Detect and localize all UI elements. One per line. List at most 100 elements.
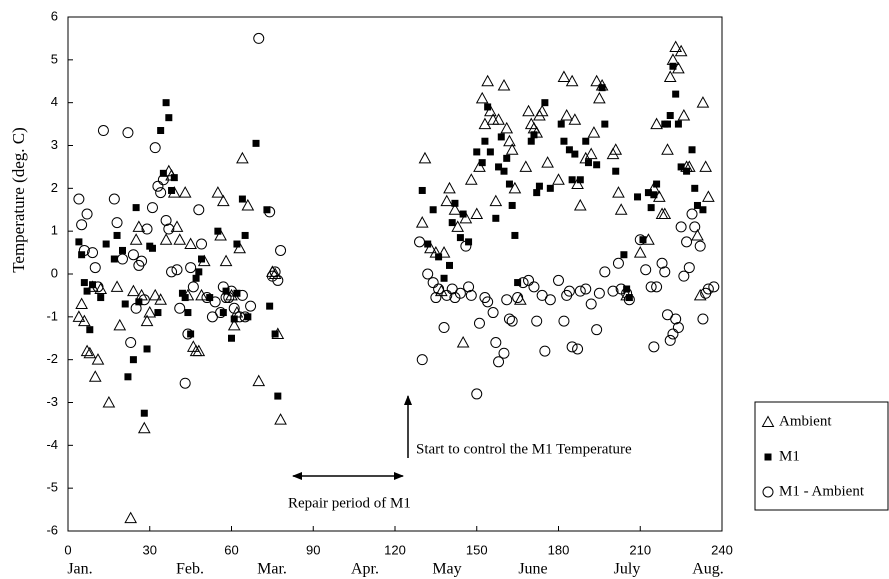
square-marker [598,84,606,92]
circle-marker [553,274,564,286]
triangle-marker [696,96,710,108]
square-marker [584,159,592,167]
y-tick-label: -2 [46,351,58,366]
circle-marker [563,285,575,297]
circle-marker [645,281,657,293]
square-marker [238,195,246,203]
square-marker [266,302,274,310]
circle-marker [675,221,687,233]
triangle-marker [75,297,88,309]
circle-marker [441,289,453,301]
triangle-marker [568,113,582,125]
triangle-marker [129,233,143,245]
square-marker [424,240,432,248]
square-marker [219,309,227,317]
circle-marker [471,388,483,400]
circle-marker [651,281,663,293]
square-marker [440,274,448,282]
square-marker [121,300,129,308]
triangle-marker [437,246,451,258]
circle-marker [574,285,586,297]
square-marker [418,186,426,194]
circle-marker [580,283,592,295]
triangle-marker [192,344,206,357]
triangle-marker [633,246,647,258]
triangle-marker [195,288,208,301]
circle-marker [667,328,679,340]
triangle-marker [214,228,227,241]
circle-marker [572,343,584,355]
circle-marker [414,236,426,248]
triangle-marker [535,104,549,117]
y-tick-label: 0 [51,265,58,280]
circle-marker [697,313,709,325]
triangle-marker [699,160,712,172]
circle-marker [640,264,652,276]
x-tick-label: 210 [629,542,651,557]
square-marker [557,120,565,128]
circle-marker [141,223,153,235]
circle-marker [111,217,123,229]
circle-marker [506,315,518,327]
x-tick-label: 30 [143,542,157,557]
circle-marker [97,125,109,137]
square-marker [669,62,677,70]
square-marker [143,345,151,353]
circle-marker [528,281,540,293]
circle-marker [220,292,232,304]
square-marker [132,204,140,212]
square-marker [86,326,94,334]
triangle-marker [481,74,494,87]
circle-marker [762,486,774,498]
circle-marker [648,341,660,353]
circle-marker [182,328,194,340]
y-tick-label: 5 [51,51,58,66]
square-marker [170,174,178,182]
triangle-marker [489,194,503,207]
circle-marker [473,317,485,329]
x-tick-label: 60 [224,542,238,557]
square-marker [129,356,137,364]
triangle-marker [132,220,146,232]
triangle-marker [590,74,603,87]
square-marker [451,199,459,207]
square-marker [154,309,162,317]
square-marker [620,251,628,259]
square-marker [195,268,203,276]
circle-marker [433,283,445,295]
square-marker [527,137,535,145]
circle-marker [193,204,205,216]
triangle-marker [571,177,584,190]
square-marker [97,294,105,302]
square-marker [653,180,661,188]
triangle-marker [78,314,91,327]
triangle-marker [241,198,255,211]
triangle-marker [552,173,565,185]
triangle-marker [560,108,574,121]
triangle-marker [154,293,167,305]
triangle-marker [587,126,601,138]
legend-label: M1 - Ambient [779,483,865,499]
triangle-marker [159,233,173,245]
month-label: June [518,561,547,578]
triangle-marker [80,344,94,357]
month-label: Aug. [692,561,724,578]
square-marker [148,244,156,252]
triangle-marker [88,370,102,382]
triangle-marker [440,194,454,207]
legend-box [754,401,889,511]
triangle-marker [522,104,535,117]
triangle-marker [418,151,432,164]
circle-marker [275,244,287,256]
circle-marker [517,277,529,289]
triangle-marker [475,91,489,104]
triangle-marker [184,237,197,250]
triangle-marker [614,203,628,215]
circle-marker [78,244,90,256]
circle-marker [146,202,158,214]
circle-marker [253,32,265,44]
triangle-marker [464,173,478,185]
square-marker [568,176,576,184]
triangle-marker [663,70,677,82]
square-marker [456,234,464,242]
